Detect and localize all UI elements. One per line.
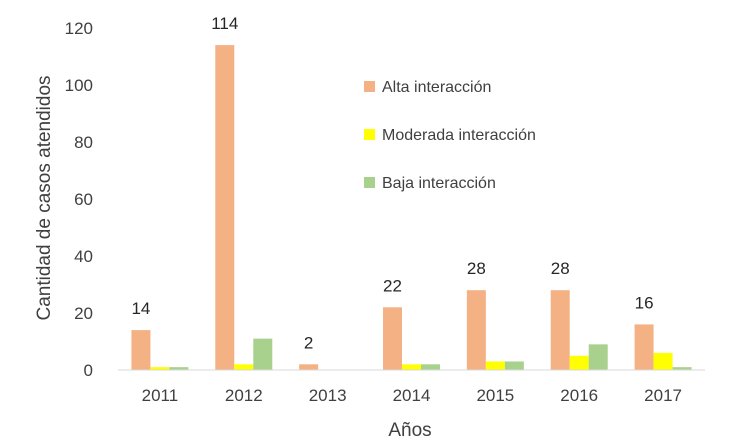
legend: Alta interacción Moderada interacción Baja… [364, 79, 536, 192]
x-tick-label: 2015 [476, 386, 514, 405]
y-tick-label: 60 [74, 190, 93, 209]
bar-moderada-interaccion-2011 [150, 367, 170, 370]
bar-alta-interaccion-2017 [634, 324, 654, 370]
data-label: 16 [635, 293, 654, 312]
legend-label-alta-interaccion: Alta interacción [382, 79, 491, 96]
y-axis-ticks: 0 20 40 60 80 100 120 [65, 19, 93, 380]
x-tick-label: 2014 [393, 386, 431, 405]
bar-baja-interaccion-2017 [672, 367, 692, 370]
bar-baja-interaccion-2014 [421, 364, 440, 370]
y-axis-title: Cantidad de casos atendidos [34, 75, 55, 320]
bar-baja-interaccion-2015 [504, 361, 524, 370]
y-tick-label: 20 [74, 304, 93, 323]
bar-alta-interaccion-2016 [550, 290, 570, 370]
data-label: 2 [304, 333, 313, 352]
data-label: 114 [211, 14, 238, 33]
x-tick-label: 2011 [142, 386, 179, 405]
legend-swatch-alta-interaccion [364, 81, 375, 92]
legend-label-moderada-interaccion: Moderada interacción [382, 127, 536, 144]
bar-baja-interaccion-2012 [253, 338, 273, 370]
data-label: 28 [551, 259, 570, 278]
bar-alta-interaccion-2013 [299, 364, 319, 370]
bar-moderada-interaccion-2015 [485, 361, 505, 370]
y-tick-label: 100 [65, 76, 93, 95]
bar-baja-interaccion-2011 [169, 367, 189, 370]
y-tick-label: 80 [74, 133, 93, 152]
bar-moderada-interaccion-2014 [402, 364, 421, 370]
x-tick-label: 2012 [225, 386, 263, 405]
bar-alta-interaccion-2014 [383, 307, 402, 370]
y-tick-label: 0 [84, 361, 93, 380]
bar-alta-interaccion-2015 [466, 290, 486, 370]
bar-moderada-interaccion-2016 [569, 355, 589, 370]
y-tick-label: 40 [74, 247, 93, 266]
bar-alta-interaccion-2011 [131, 330, 151, 370]
data-label: 22 [383, 276, 402, 295]
bar-baja-interaccion-2016 [588, 344, 608, 370]
data-label: 28 [467, 259, 486, 278]
bar-moderada-interaccion-2017 [653, 352, 673, 370]
x-tick-label: 2016 [560, 386, 598, 405]
legend-swatch-baja-interaccion [364, 177, 375, 188]
bar-moderada-interaccion-2012 [234, 364, 254, 370]
legend-label-baja-interaccion: Baja interacción [382, 175, 496, 192]
x-axis-ticks: 2011 2012 2013 2014 2015 2016 2017 [142, 386, 682, 405]
data-label: 14 [131, 299, 150, 318]
legend-swatch-moderada-interaccion [364, 129, 375, 140]
x-axis-title: Años [388, 420, 431, 440]
y-tick-label: 120 [65, 19, 93, 38]
plot-area [131, 45, 692, 370]
x-tick-label: 2017 [644, 386, 682, 405]
bar-alta-interaccion-2012 [215, 45, 235, 370]
x-tick-label: 2013 [309, 386, 347, 405]
